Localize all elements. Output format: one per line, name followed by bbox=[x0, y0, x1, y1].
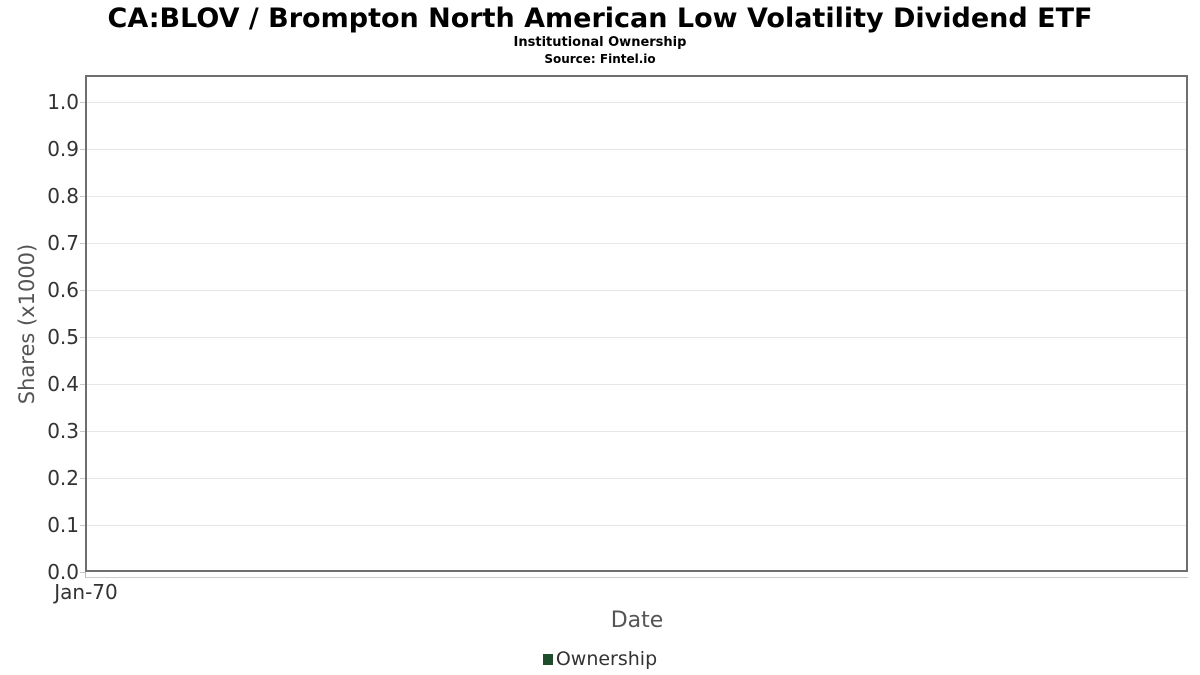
x-axis-line bbox=[85, 577, 1188, 578]
y-tick-label: 0.6 bbox=[47, 278, 79, 302]
legend: Ownership bbox=[0, 646, 1200, 672]
y-gridline bbox=[87, 337, 1186, 338]
y-tick-label: 1.0 bbox=[47, 90, 79, 114]
x-axis-title: Date bbox=[610, 608, 664, 633]
y-tick-mark bbox=[80, 384, 85, 385]
y-tick-mark bbox=[80, 478, 85, 479]
y-tick-label: 0.7 bbox=[47, 231, 79, 255]
plot-area bbox=[85, 75, 1188, 572]
y-tick-mark bbox=[80, 337, 85, 338]
y-tick-mark bbox=[80, 243, 85, 244]
y-gridline bbox=[87, 102, 1186, 103]
y-axis-title: Shares (x1000) bbox=[15, 243, 39, 405]
y-tick-mark bbox=[80, 196, 85, 197]
y-gridline bbox=[87, 384, 1186, 385]
y-tick-mark bbox=[80, 572, 85, 573]
y-tick-mark bbox=[80, 149, 85, 150]
y-gridline bbox=[87, 243, 1186, 244]
y-tick-label: 0.5 bbox=[47, 325, 79, 349]
chart-title: CA:BLOV / Brompton North American Low Vo… bbox=[107, 3, 1093, 34]
y-gridline bbox=[87, 431, 1186, 432]
y-tick-mark bbox=[80, 525, 85, 526]
y-tick-label: 0.2 bbox=[47, 466, 79, 490]
y-tick-mark bbox=[80, 431, 85, 432]
y-tick-label: 0.0 bbox=[47, 560, 79, 584]
y-tick-label: 0.1 bbox=[47, 513, 79, 537]
chart-subtitle: Institutional Ownership bbox=[513, 35, 687, 50]
x-tick-mark bbox=[85, 572, 86, 578]
y-tick-label: 0.9 bbox=[47, 137, 79, 161]
y-tick-mark bbox=[80, 102, 85, 103]
legend-item: Ownership bbox=[542, 648, 658, 670]
y-tick-label: 0.4 bbox=[47, 372, 79, 396]
y-gridline bbox=[87, 149, 1186, 150]
x-tick-label: Jan-70 bbox=[54, 580, 118, 604]
legend-marker-icon bbox=[542, 654, 553, 665]
y-gridline bbox=[87, 525, 1186, 526]
legend-label: Ownership bbox=[555, 648, 658, 670]
y-tick-label: 0.3 bbox=[47, 419, 79, 443]
y-tick-mark bbox=[80, 290, 85, 291]
y-gridline bbox=[87, 478, 1186, 479]
chart-source: Source: Fintel.io bbox=[544, 52, 656, 66]
y-gridline bbox=[87, 290, 1186, 291]
y-tick-label: 0.8 bbox=[47, 184, 79, 208]
y-gridline bbox=[87, 196, 1186, 197]
